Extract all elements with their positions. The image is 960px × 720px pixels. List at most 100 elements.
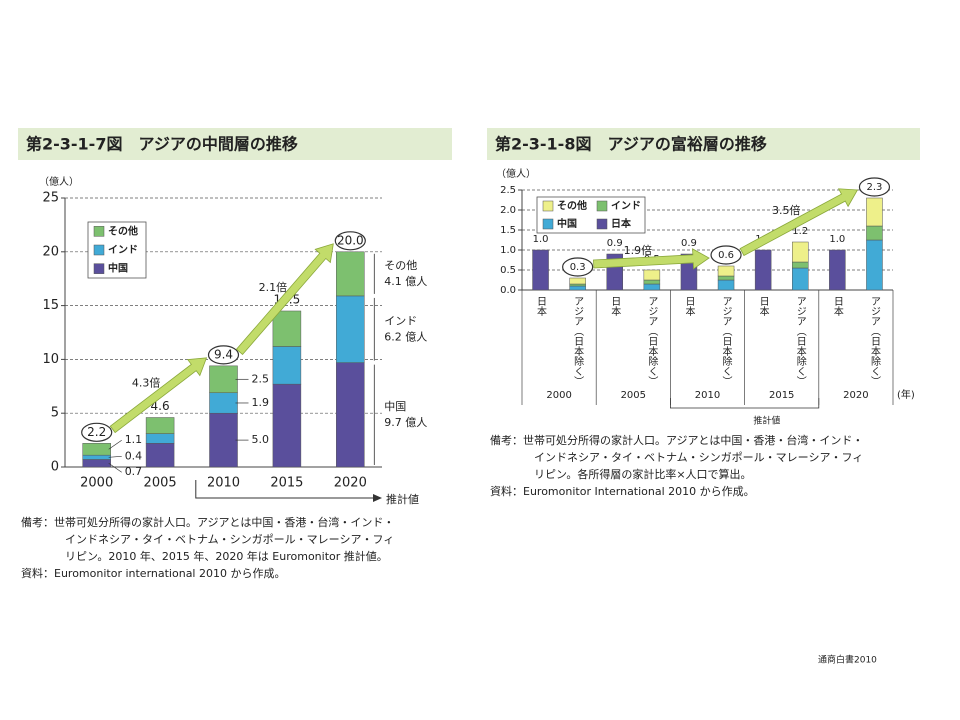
x-tick-label: 2015 bbox=[270, 476, 303, 491]
bar-segment bbox=[272, 383, 302, 468]
x-unit: (年) bbox=[897, 388, 915, 401]
growth-arrow bbox=[593, 248, 710, 270]
chart-title: 第2-3-1-7図 アジアの中間層の推移 bbox=[26, 135, 298, 154]
x-tick-label: アジア（日本除く） bbox=[572, 296, 584, 386]
y-tick-label: 5 bbox=[51, 406, 59, 421]
legend-label: インド bbox=[611, 200, 641, 212]
y-tick-label: 1.0 bbox=[500, 245, 516, 256]
note-line: リピン。各所得層の家計比率×人口で算出。 bbox=[534, 467, 752, 481]
x-tick-label: 日本 bbox=[535, 296, 547, 317]
bar-segment bbox=[569, 277, 586, 285]
growth-label: 2.1倍 bbox=[259, 280, 288, 294]
bar-segment bbox=[145, 443, 175, 468]
total-label: 0.9 bbox=[681, 238, 697, 249]
note-line: 備考：世帯可処分所得の家計人口。アジアとは中国・香港・台湾・インド・ bbox=[490, 433, 863, 447]
legend-swatch bbox=[93, 263, 105, 274]
legend-label: 中国 bbox=[557, 217, 577, 230]
bar-segment bbox=[145, 417, 175, 434]
bar-segment bbox=[209, 392, 238, 414]
bar-segment bbox=[82, 443, 111, 456]
total-circle bbox=[858, 177, 891, 197]
note-line: インドネシア・タイ・ベトナム・シンガポール・マレーシア・フィ bbox=[534, 451, 863, 464]
total-circle bbox=[562, 257, 594, 277]
bar-segment bbox=[792, 267, 809, 291]
data-label: 5.0 bbox=[252, 433, 270, 446]
source-line: 資料：Euromonitor International 2010 から作成。 bbox=[490, 484, 755, 498]
bar-segment bbox=[145, 433, 175, 444]
growth-label: 3.5倍 bbox=[772, 203, 801, 217]
x-tick-label: アジア（日本除く） bbox=[720, 296, 732, 386]
header-band bbox=[18, 128, 452, 160]
total-label: 2.3 bbox=[866, 182, 882, 193]
bar-segment bbox=[336, 362, 365, 468]
group-label: 2005 bbox=[621, 390, 646, 401]
bar-segment bbox=[792, 261, 809, 269]
total-circle bbox=[710, 245, 742, 265]
x-tick-label: 2000 bbox=[80, 476, 113, 491]
bracket-note: 9.7 億人 bbox=[384, 416, 427, 429]
legend-swatch bbox=[93, 244, 105, 256]
group-label: 2000 bbox=[546, 390, 571, 401]
data-label: 1.1 bbox=[125, 433, 143, 446]
growth-label: 1.9倍 bbox=[624, 243, 653, 257]
bar-segment bbox=[754, 249, 772, 291]
bar-segment bbox=[866, 239, 883, 291]
legend-box bbox=[536, 196, 646, 234]
bar-segment bbox=[272, 346, 302, 385]
bar-segment bbox=[866, 225, 883, 241]
y-tick-label: 0 bbox=[51, 460, 59, 475]
total-circle bbox=[81, 422, 113, 442]
estimate-line bbox=[670, 398, 820, 409]
bar-segment bbox=[866, 197, 883, 227]
bar-segment bbox=[82, 459, 111, 468]
growth-label: 4.3倍 bbox=[132, 376, 161, 390]
bar-segment bbox=[272, 310, 302, 347]
estimate-label: 推計値 bbox=[753, 415, 780, 427]
bar-segment bbox=[82, 454, 111, 460]
label-leader bbox=[108, 462, 122, 473]
growth-arrow bbox=[739, 188, 859, 257]
legend-swatch bbox=[542, 218, 554, 230]
estimate-line bbox=[195, 480, 374, 499]
y-tick-label: 20 bbox=[42, 244, 59, 259]
x-tick-label: 日本 bbox=[683, 296, 695, 317]
legend-label: その他 bbox=[557, 199, 587, 212]
note-line: リピン。2010 年、2015 年、2020 年は Euromonitor 推計… bbox=[65, 549, 388, 563]
bar-segment bbox=[717, 265, 735, 277]
total-label: 20.0 bbox=[337, 233, 364, 247]
y-tick-label: 0.0 bbox=[500, 285, 516, 296]
bar-segment bbox=[643, 269, 661, 281]
label-leader bbox=[108, 439, 122, 450]
total-circle bbox=[334, 231, 366, 251]
source-line: 資料：Euromonitor international 2010 から作成。 bbox=[21, 566, 285, 580]
total-label: 4.6 bbox=[151, 399, 170, 413]
bar-segment bbox=[829, 249, 846, 291]
total-label: 0.3 bbox=[570, 262, 586, 273]
chart-title: 第2-3-1-8図 アジアの富裕層の推移 bbox=[495, 135, 767, 154]
note-line: 備考：世帯可処分所得の家計人口。アジアとは中国・香港・台湾・インド・ bbox=[21, 515, 394, 529]
bar-segment bbox=[336, 251, 365, 297]
y-tick-label: 15 bbox=[42, 298, 59, 313]
total-label: 1.2 bbox=[792, 226, 808, 237]
x-tick-label: 日本 bbox=[757, 296, 769, 317]
y-tick-label: 1.5 bbox=[500, 225, 516, 236]
legend-swatch bbox=[596, 218, 608, 230]
legend-label: その他 bbox=[108, 224, 138, 237]
x-tick-label: 日本 bbox=[831, 296, 843, 317]
x-tick-label: アジア（日本除く） bbox=[868, 296, 880, 386]
data-label: 1.9 bbox=[252, 396, 270, 409]
y-axis-label: （億人） bbox=[496, 167, 536, 180]
bar-segment bbox=[643, 279, 661, 285]
legend-label: インド bbox=[108, 244, 138, 256]
legend-swatch bbox=[596, 200, 608, 212]
data-label: 2.5 bbox=[252, 372, 270, 385]
data-label: 0.7 bbox=[125, 465, 143, 478]
bar-segment bbox=[569, 283, 586, 287]
footer: 通商白書2010 bbox=[818, 654, 877, 666]
legend-label: 中国 bbox=[108, 262, 128, 275]
total-label: 0.9 bbox=[607, 238, 623, 249]
estimate-arrowhead bbox=[373, 494, 382, 502]
y-axis-label: （億人） bbox=[39, 175, 79, 188]
